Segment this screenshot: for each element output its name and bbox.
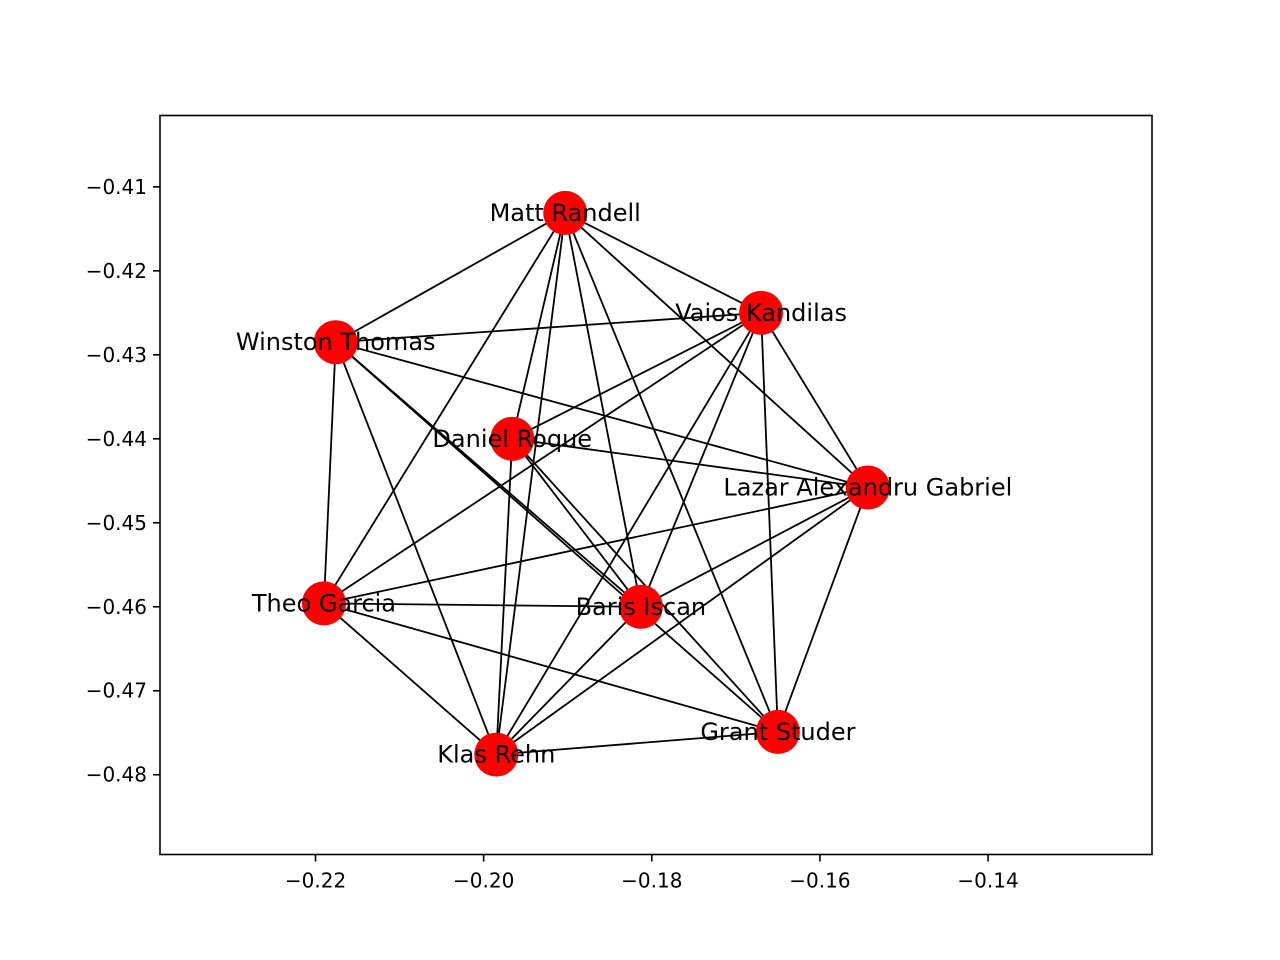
- edge-matt-randell-grant-studer: [564, 212, 779, 733]
- edge-winston-thomas-theo-garcia: [323, 342, 337, 604]
- node-vaios-kandilas: [739, 290, 784, 335]
- edge-theo-garcia-klas-rehn: [323, 602, 497, 756]
- node-daniel-roque: [490, 416, 535, 461]
- y-tick-label: −0.48: [86, 763, 147, 787]
- edge-theo-garcia-grant-studer: [323, 602, 779, 733]
- y-tick-label: −0.44: [86, 427, 147, 451]
- edge-vaios-kandilas-daniel-roque: [511, 312, 762, 440]
- node-matt-randell: [543, 190, 588, 235]
- node-label-theo-garcia: Theo Garcia: [251, 589, 396, 617]
- edge-matt-randell-vaios-kandilas: [564, 212, 762, 314]
- x-tick-label: −0.16: [789, 869, 850, 893]
- node-label-grant-studer: Grant Studer: [700, 718, 855, 746]
- edge-vaios-kandilas-baris-iscan: [640, 312, 762, 608]
- x-tick-label: −0.18: [621, 869, 682, 893]
- edge-vaios-kandilas-winston-thomas: [335, 311, 762, 344]
- edge-matt-randell-theo-garcia: [323, 212, 566, 604]
- nodes-layer: [301, 190, 890, 777]
- node-lazar-alexandru-gabriel: [845, 465, 890, 510]
- node-winston-thomas: [313, 320, 358, 365]
- node-labels-layer: Matt Randell Vaios Kandilas Winston Thomas…: [236, 199, 1012, 769]
- edge-grant-studer-klas-rehn: [496, 730, 778, 756]
- node-label-winston-thomas: Winston Thomas: [236, 328, 436, 356]
- node-label-daniel-roque: Daniel Roque: [432, 425, 592, 453]
- edge-daniel-roque-baris-iscan: [511, 438, 642, 608]
- node-grant-studer: [755, 709, 800, 754]
- edge-vaios-kandilas-klas-rehn: [495, 312, 762, 756]
- edge-matt-randell-klas-rehn: [495, 212, 567, 755]
- edge-matt-randell-winston-thomas: [335, 212, 566, 344]
- y-tick-label: −0.45: [86, 511, 147, 535]
- x-tick-label: −0.22: [285, 869, 346, 893]
- edge-lazar-alexandru-gabriel-klas-rehn: [495, 486, 869, 756]
- node-klas-rehn: [474, 732, 519, 777]
- y-axis: −0.41 −0.42 −0.43 −0.44 −0.45 −0.46 −0.47 −0.48: [86, 175, 160, 787]
- node-label-klas-rehn: Klas Rehn: [437, 741, 555, 769]
- edges-layer: [323, 212, 869, 756]
- node-label-lazar-alexandru-gabriel: Lazar Alexandru Gabriel: [723, 474, 1012, 502]
- node-label-baris-iscan: Baris Iscan: [576, 593, 707, 621]
- plot-area-frame: [159, 114, 1153, 856]
- edge-winston-thomas-grant-studer: [335, 341, 779, 733]
- x-tick-label: −0.20: [453, 869, 514, 893]
- node-label-matt-randell: Matt Randell: [490, 199, 641, 227]
- y-tick-label: −0.41: [86, 175, 147, 199]
- y-tick-label: −0.43: [86, 343, 147, 367]
- y-tick-label: −0.46: [86, 595, 147, 619]
- edge-winston-thomas-klas-rehn: [334, 341, 498, 755]
- node-theo-garcia: [301, 581, 346, 626]
- edge-baris-iscan-klas-rehn: [495, 606, 642, 756]
- node-label-vaios-kandilas: Vaios Kandilas: [675, 299, 847, 327]
- edge-winston-thomas-lazar-alexandru-gabriel: [335, 341, 869, 489]
- edge-matt-randell-daniel-roque: [511, 212, 567, 440]
- edge-lazar-alexandru-gabriel-grant-studer: [777, 487, 869, 733]
- edge-daniel-roque-klas-rehn: [495, 438, 514, 755]
- x-axis: −0.22 −0.20 −0.18 −0.16 −0.14: [285, 854, 1019, 893]
- node-baris-iscan: [618, 584, 663, 629]
- edge-vaios-kandilas-lazar-alexandru-gabriel: [760, 312, 869, 488]
- edge-matt-randell-lazar-alexandru-gabriel: [564, 212, 869, 489]
- edge-matt-randell-baris-iscan: [564, 212, 642, 607]
- edge-lazar-alexandru-gabriel-baris-iscan: [640, 486, 869, 608]
- y-tick-label: −0.42: [86, 259, 147, 283]
- edge-vaios-kandilas-grant-studer: [760, 312, 779, 732]
- edge-daniel-roque-lazar-alexandru-gabriel: [512, 437, 868, 489]
- edge-vaios-kandilas-theo-garcia: [323, 312, 762, 605]
- x-tick-label: −0.14: [957, 869, 1018, 893]
- y-tick-label: −0.47: [86, 679, 147, 703]
- edge-lazar-alexandru-gabriel-theo-garcia: [323, 486, 869, 605]
- edge-theo-garcia-baris-iscan: [323, 602, 641, 608]
